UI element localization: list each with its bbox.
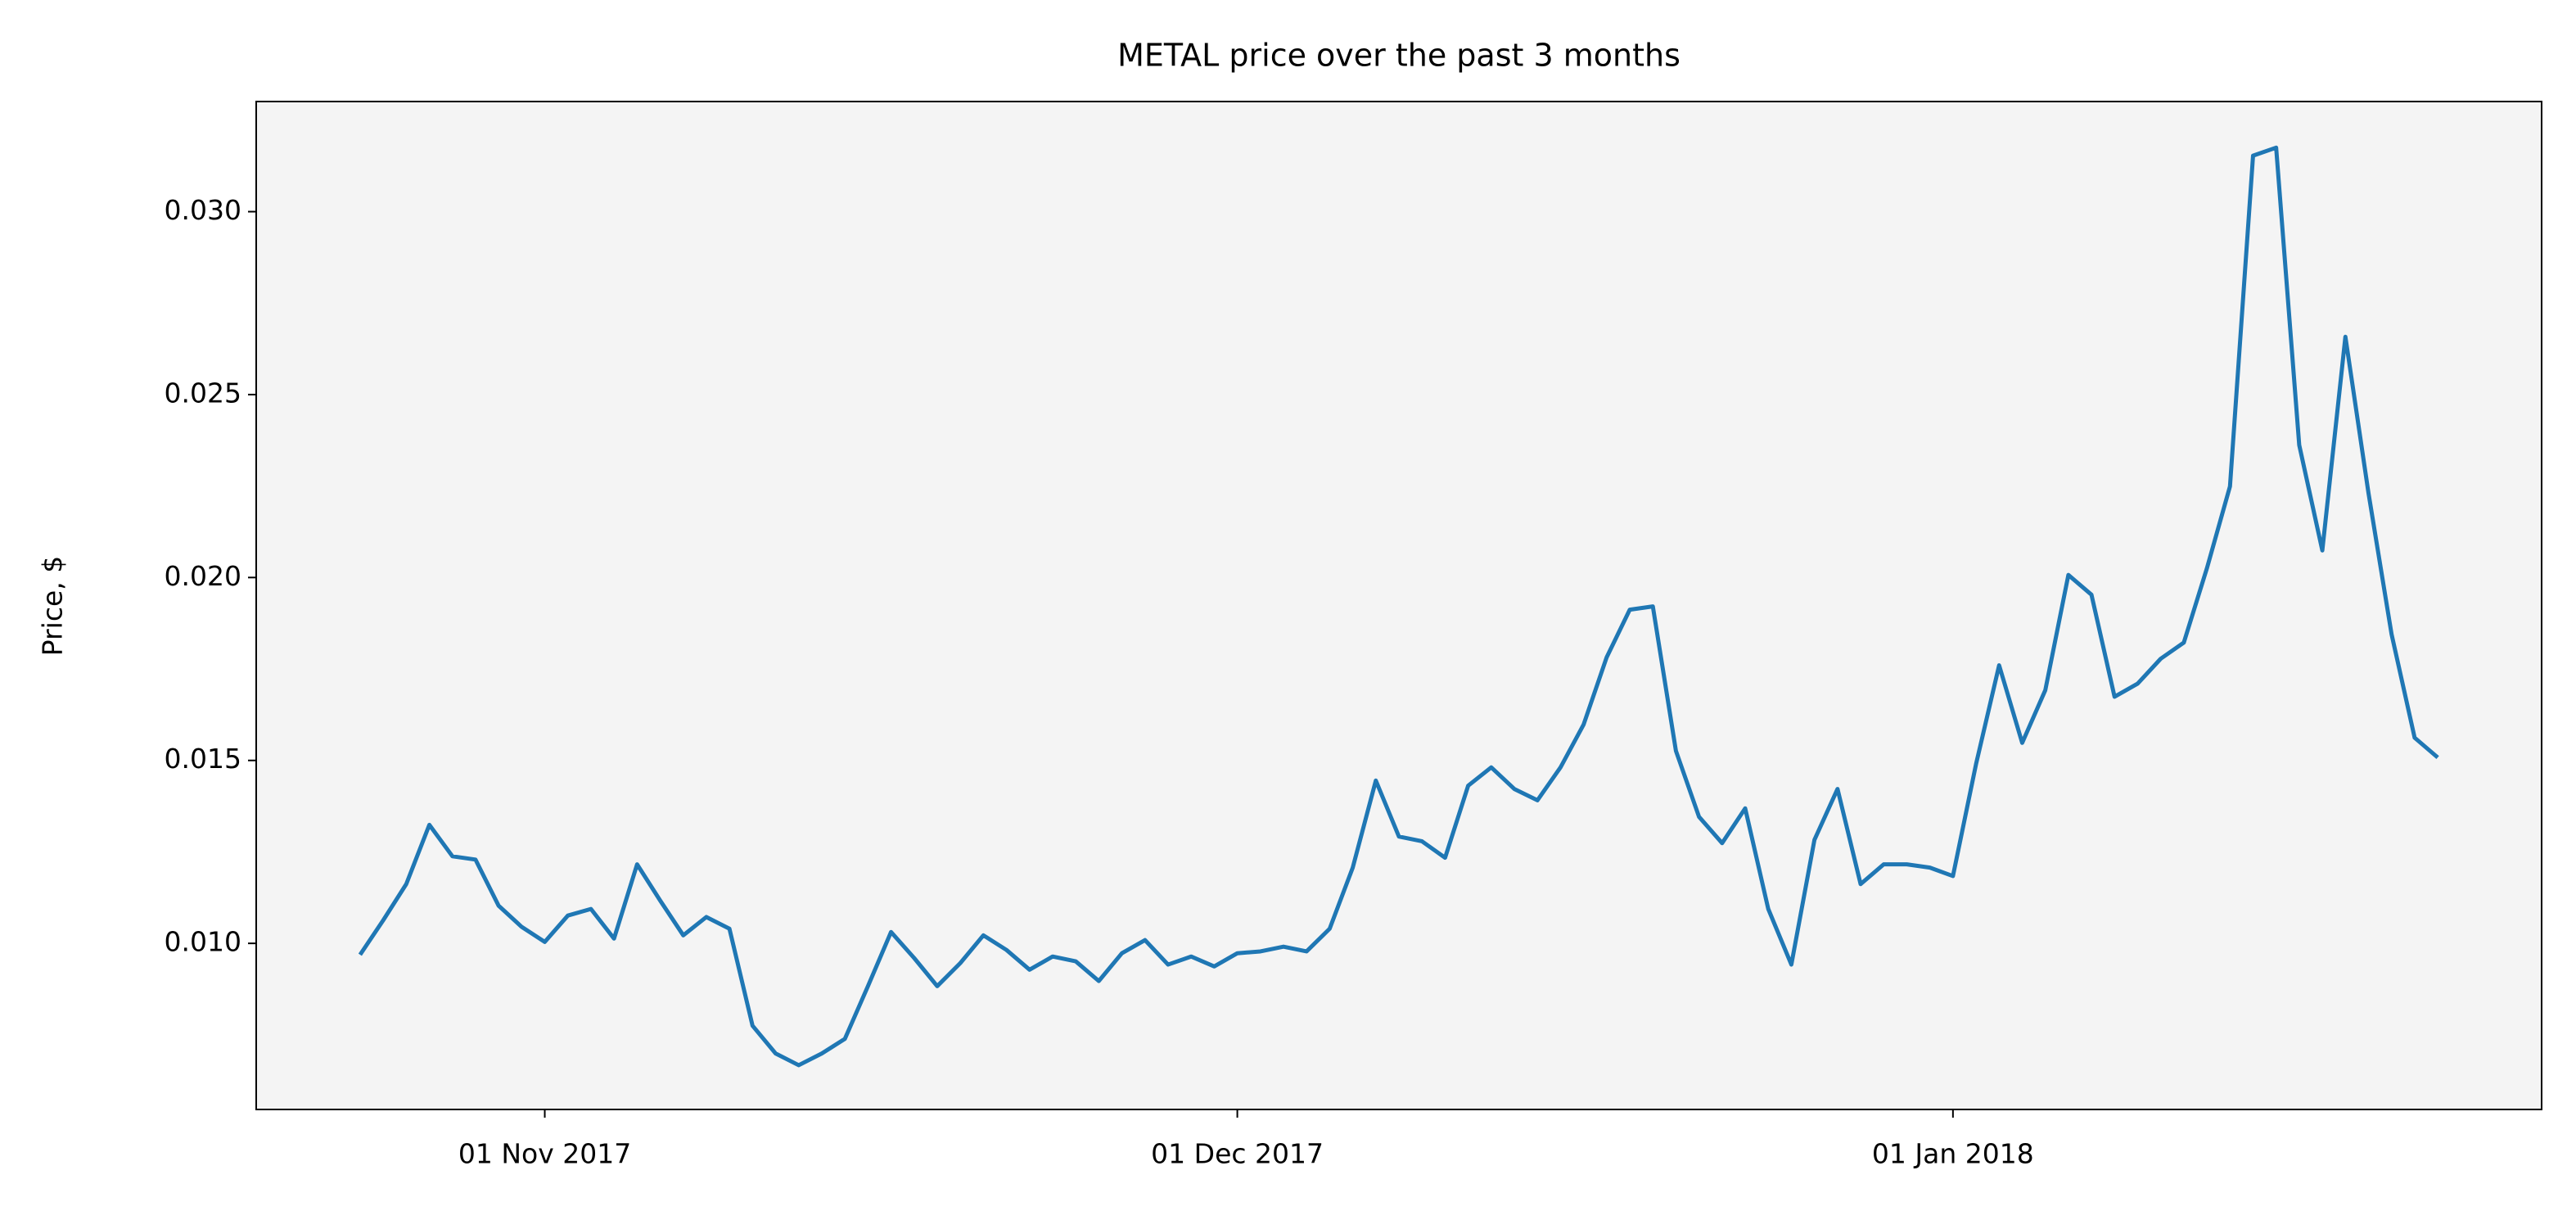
x-tick-label: 01 Dec 2017: [1151, 1138, 1324, 1170]
y-tick-label: 0.010: [165, 926, 241, 958]
y-tick-label: 0.030: [165, 194, 241, 226]
price-line: [358, 145, 2439, 1068]
plot-background: [256, 102, 2542, 1109]
y-tick-label: 0.020: [165, 560, 241, 592]
y-tick-label: 0.015: [165, 743, 241, 775]
x-tick-label: 01 Nov 2017: [458, 1138, 631, 1170]
y-tick-label: 0.025: [165, 377, 241, 409]
plot-frame: [255, 101, 2542, 1110]
y-axis-label: Price, $: [37, 556, 69, 656]
x-tick-label: 01 Jan 2018: [1872, 1138, 2034, 1170]
chart-title: METAL price over the past 3 months: [1117, 38, 1680, 74]
